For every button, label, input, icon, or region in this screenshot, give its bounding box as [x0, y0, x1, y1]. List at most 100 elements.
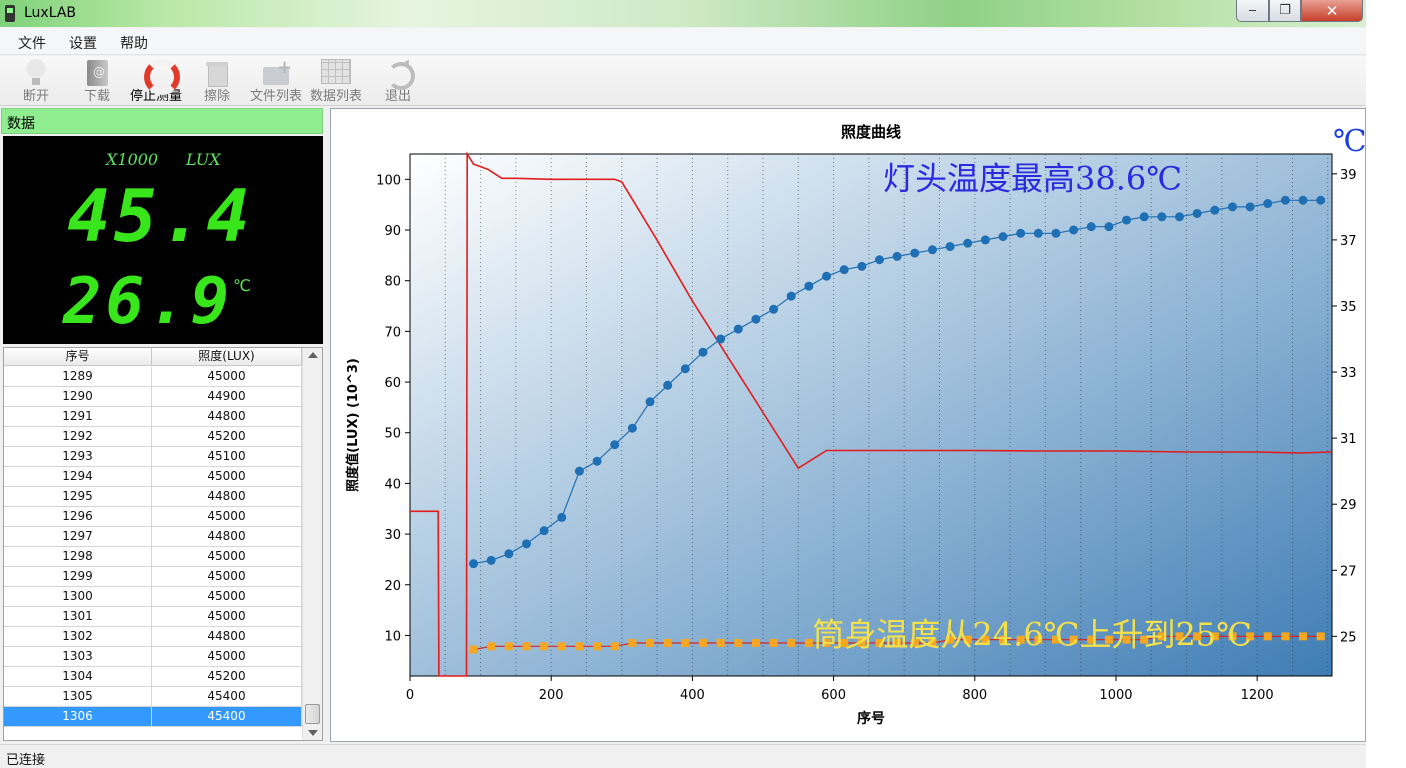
download-button[interactable]: 下载 — [82, 58, 112, 104]
series-2-point — [1087, 635, 1096, 644]
address-book-icon — [82, 59, 112, 86]
series-1-point — [592, 456, 602, 466]
series-2-point — [522, 642, 531, 651]
table-row[interactable]: 1292 45200 — [4, 427, 302, 447]
file-list-button[interactable]: 文件列表 — [250, 57, 303, 104]
series-1-point — [1227, 202, 1237, 212]
series-2-point — [751, 638, 760, 647]
disconnect-button[interactable]: 断开 — [21, 58, 51, 104]
y-tick-label: 10 — [384, 629, 401, 644]
data-table[interactable]: 序号 照度(LUX) 1289 45000 1290 44900 1291 44800 12… — [3, 347, 323, 741]
series-2-point — [893, 638, 902, 647]
series-1-point — [627, 423, 637, 433]
temperature-readout: 26.9 — [63, 265, 234, 339]
table-row[interactable]: 1300 45000 — [4, 587, 302, 607]
series-1-point — [610, 440, 620, 450]
chart-title: 照度曲线 — [841, 123, 901, 141]
y2-tick-label: 29 — [1340, 498, 1357, 513]
column-header-index[interactable]: 序号 — [4, 348, 152, 366]
illuminance-chart: 0 200 400 600 800 1000 1200 10 20 30 40 50 60 70 80 90 1… — [345, 123, 1365, 727]
series-1-point — [645, 397, 655, 407]
scroll-up-icon[interactable] — [308, 352, 318, 358]
series-1-point — [945, 242, 955, 252]
menu-help[interactable]: 帮助 — [120, 36, 148, 52]
series-1-point — [839, 265, 849, 275]
series-2-point — [716, 638, 725, 647]
data-panel-title: 数据 — [7, 116, 35, 132]
series-2-point — [487, 642, 496, 651]
menu-settings[interactable]: 设置 — [69, 36, 97, 52]
erase-label: 擦除 — [203, 89, 230, 104]
table-row[interactable]: 1306 45400 — [4, 707, 302, 727]
maximize-button[interactable]: ❐ — [1269, 0, 1301, 22]
series-1-point — [1016, 228, 1026, 238]
close-button[interactable]: ✕ — [1301, 0, 1363, 22]
menu-file[interactable]: 文件 — [18, 36, 46, 52]
table-row[interactable]: 1289 45000 — [4, 367, 302, 387]
multiplier-label: X1000 — [106, 150, 159, 169]
cell-index: 1293 — [4, 447, 152, 466]
y-tick-label: 80 — [384, 275, 401, 290]
cell-index: 1305 — [4, 687, 152, 706]
series-1-point — [1086, 222, 1096, 232]
file-list-label: 文件列表 — [250, 89, 303, 104]
table-row[interactable]: 1297 44800 — [4, 527, 302, 547]
trash-icon — [202, 59, 232, 87]
series-2-point — [646, 638, 655, 647]
cell-lux: 44800 — [152, 627, 302, 646]
cell-index: 1300 — [4, 587, 152, 606]
series-1-point — [574, 466, 584, 476]
cell-lux: 45000 — [152, 507, 302, 526]
y-tick-label: 40 — [384, 477, 401, 492]
table-row[interactable]: 1295 44800 — [4, 487, 302, 507]
minimize-button[interactable]: ‒ — [1236, 0, 1269, 22]
series-2-point — [1122, 635, 1131, 644]
x-tick-label: 400 — [680, 688, 705, 703]
cell-lux: 45000 — [152, 647, 302, 666]
series-2-point — [787, 638, 796, 647]
y-tick-label: 20 — [384, 579, 401, 594]
data-list-button[interactable]: 数据列表 — [310, 58, 362, 104]
table-row[interactable]: 1305 45400 — [4, 687, 302, 707]
series-2-point — [469, 645, 478, 654]
title-bar[interactable]: LuxLAB ‒ ❐ ✕ — [0, 0, 1366, 27]
exit-button[interactable]: 退出 — [383, 58, 415, 104]
series-1-point — [1192, 208, 1202, 218]
table-body: 1289 45000 1290 44900 1291 44800 1292 45200 1293… — [4, 367, 302, 727]
table-row[interactable]: 1302 44800 — [4, 627, 302, 647]
series-2-point — [981, 635, 990, 644]
table-icon — [321, 59, 351, 84]
scroll-thumb[interactable] — [305, 704, 320, 724]
table-row[interactable]: 1296 45000 — [4, 507, 302, 527]
cell-lux: 44900 — [152, 387, 302, 406]
scroll-down-icon[interactable] — [308, 730, 318, 736]
cell-index: 1303 — [4, 647, 152, 666]
table-row[interactable]: 1304 45200 — [4, 667, 302, 687]
table-row[interactable]: 1298 45000 — [4, 547, 302, 567]
series-2-point — [1228, 632, 1237, 641]
data-panel: 数据 X1000 LUX 45.4 26.9 ℃ 序号 照度(LUX) 1289… — [0, 107, 326, 743]
table-row[interactable]: 1301 45000 — [4, 607, 302, 627]
table-row[interactable]: 1299 45000 — [4, 567, 302, 587]
stop-measure-button[interactable]: 停止测量 — [130, 58, 182, 104]
y2-tick-label: 25 — [1340, 630, 1357, 645]
erase-button[interactable]: 擦除 — [202, 58, 232, 104]
table-row[interactable]: 1303 45000 — [4, 647, 302, 667]
y2-tick-label: 37 — [1340, 234, 1357, 249]
y-tick-label: 50 — [384, 427, 401, 442]
table-row[interactable]: 1294 45000 — [4, 467, 302, 487]
table-row[interactable]: 1293 45100 — [4, 447, 302, 467]
temperature-unit-label: ℃ — [233, 276, 251, 295]
series-1-point — [557, 512, 567, 522]
table-row[interactable]: 1290 44900 — [4, 387, 302, 407]
column-header-lux[interactable]: 照度(LUX) — [152, 348, 302, 366]
cell-lux: 45000 — [152, 567, 302, 586]
data-list-label: 数据列表 — [310, 89, 363, 104]
table-row[interactable]: 1291 44800 — [4, 407, 302, 427]
series-1-point — [680, 364, 690, 374]
cell-lux: 45000 — [152, 607, 302, 626]
series-2-point — [1175, 632, 1184, 641]
series-1-point — [486, 555, 496, 565]
connection-status: 已连接 — [6, 753, 46, 768]
table-scrollbar[interactable] — [302, 348, 322, 740]
